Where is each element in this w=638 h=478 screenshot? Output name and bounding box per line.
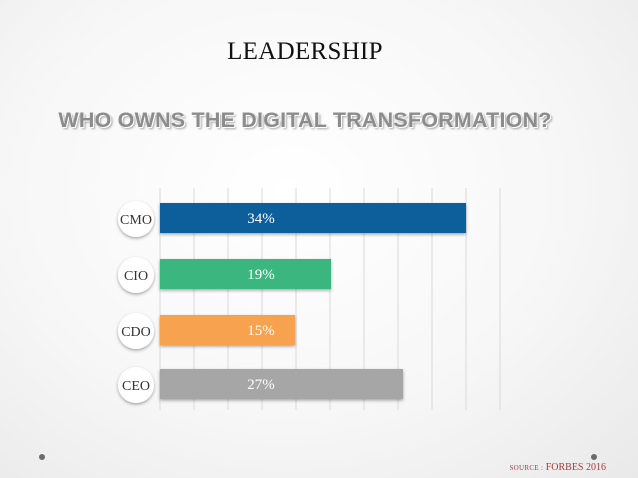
bar-cmo <box>160 203 466 233</box>
category-label-cmo: CMO <box>120 213 152 228</box>
bar-ceo <box>160 369 403 399</box>
category-badge-cio <box>118 257 154 293</box>
source-prefix: SOURCE : <box>509 464 544 472</box>
category-label-ceo: CEO <box>122 379 150 394</box>
chart-bars: 34% CMO 19% CIO 15% CDO 27% CEO <box>118 201 466 403</box>
category-label-cio: CIO <box>124 269 148 284</box>
category-badge-ceo <box>118 367 154 403</box>
decor-dot-right <box>591 454 597 460</box>
bar-value-label-cio: 19% <box>247 267 275 283</box>
bar-value-label-ceo: 27% <box>247 377 275 393</box>
bar-value-label-cdo: 15% <box>247 323 275 339</box>
slide-subtitle: WHO OWNS THE DIGITAL TRANSFORMATION? <box>58 108 552 132</box>
category-badge-cdo <box>118 313 154 349</box>
category-label-cdo: CDO <box>121 325 151 340</box>
category-badge-cmo <box>118 201 154 237</box>
bar-cdo <box>160 315 295 345</box>
decor-dot-left <box>39 454 45 460</box>
source-credit: SOURCE : FORBES 2016 <box>509 462 606 473</box>
bar-value-label-cmo: 34% <box>247 211 275 227</box>
slide-title: LEADERSHIP <box>227 38 383 65</box>
bar-cio <box>160 259 331 289</box>
source-name: FORBES 2016 <box>545 462 606 473</box>
